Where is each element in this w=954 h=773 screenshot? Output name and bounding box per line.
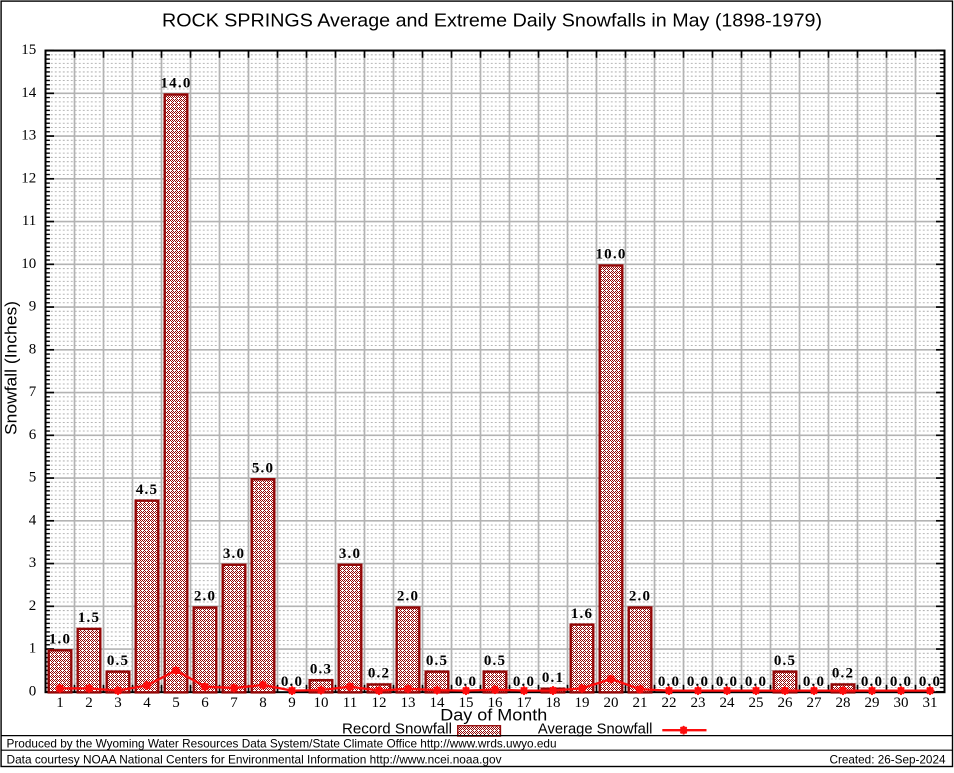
svg-text:5: 5 [29, 470, 37, 486]
svg-text:ROCK SPRINGS Average and Extre: ROCK SPRINGS Average and Extreme Daily S… [162, 11, 822, 31]
svg-text:14.0: 14.0 [160, 76, 191, 92]
svg-text:Data courtesy NOAA National Ce: Data courtesy NOAA National Centers for … [7, 752, 502, 766]
svg-text:27: 27 [807, 695, 823, 711]
svg-text:29: 29 [865, 695, 880, 711]
svg-text:22: 22 [662, 695, 677, 711]
svg-text:10: 10 [314, 695, 329, 711]
svg-text:30: 30 [894, 695, 909, 711]
svg-text:8: 8 [29, 341, 37, 357]
svg-text:4.5: 4.5 [136, 482, 158, 498]
svg-text:21: 21 [633, 695, 648, 711]
svg-text:Created: 26-Sep-2024: Created: 26-Sep-2024 [830, 752, 946, 766]
svg-text:15: 15 [21, 42, 36, 58]
svg-text:26: 26 [778, 695, 794, 711]
svg-text:0.0: 0.0 [716, 674, 738, 690]
svg-text:18: 18 [546, 695, 561, 711]
svg-text:1.5: 1.5 [78, 610, 100, 626]
svg-text:1: 1 [56, 695, 64, 711]
svg-text:2.0: 2.0 [397, 589, 419, 605]
svg-text:28: 28 [836, 695, 851, 711]
svg-text:8: 8 [259, 695, 267, 711]
svg-text:0.0: 0.0 [745, 674, 767, 690]
svg-text:0.0: 0.0 [455, 674, 477, 690]
svg-text:3: 3 [29, 555, 37, 571]
svg-text:Average Snowfall: Average Snowfall [538, 721, 653, 738]
svg-text:1.6: 1.6 [571, 606, 593, 622]
svg-text:19: 19 [575, 695, 590, 711]
svg-text:Snowfall (Inches): Snowfall (Inches) [3, 301, 21, 435]
svg-text:0.3: 0.3 [310, 661, 332, 677]
svg-text:11: 11 [22, 213, 36, 229]
svg-text:0.0: 0.0 [281, 674, 303, 690]
svg-text:24: 24 [720, 695, 736, 711]
svg-text:0.0: 0.0 [687, 674, 709, 690]
svg-text:13: 13 [21, 128, 36, 144]
svg-text:1.0: 1.0 [49, 631, 71, 647]
svg-text:10.0: 10.0 [595, 247, 626, 263]
svg-text:25: 25 [749, 695, 764, 711]
svg-text:0.5: 0.5 [774, 653, 796, 669]
svg-text:20: 20 [604, 695, 619, 711]
svg-text:0.0: 0.0 [658, 674, 680, 690]
svg-text:23: 23 [691, 695, 706, 711]
svg-text:6: 6 [29, 427, 37, 443]
svg-text:17: 17 [517, 695, 533, 711]
svg-text:4: 4 [143, 695, 151, 711]
svg-text:12: 12 [21, 170, 36, 186]
svg-text:0.5: 0.5 [484, 653, 506, 669]
svg-text:0.2: 0.2 [832, 666, 854, 682]
svg-text:15: 15 [459, 695, 474, 711]
svg-text:0.0: 0.0 [803, 674, 825, 690]
svg-text:1: 1 [29, 641, 37, 657]
svg-text:3.0: 3.0 [339, 546, 361, 562]
svg-text:13: 13 [401, 695, 416, 711]
svg-text:12: 12 [372, 695, 387, 711]
svg-text:5.0: 5.0 [252, 460, 274, 476]
svg-text:0.0: 0.0 [513, 674, 535, 690]
svg-text:Day of Month: Day of Month [440, 706, 547, 724]
svg-text:2: 2 [29, 598, 37, 614]
svg-text:0.0: 0.0 [919, 674, 941, 690]
svg-text:Record Snowfall: Record Snowfall [342, 721, 452, 738]
svg-text:7: 7 [230, 695, 238, 711]
svg-text:7: 7 [29, 384, 37, 400]
svg-text:2.0: 2.0 [194, 589, 216, 605]
svg-text:14: 14 [430, 695, 446, 711]
svg-text:0.0: 0.0 [861, 674, 883, 690]
svg-text:9: 9 [29, 299, 37, 315]
svg-text:3.0: 3.0 [223, 546, 245, 562]
svg-text:3: 3 [114, 695, 122, 711]
svg-text:6: 6 [201, 695, 209, 711]
svg-text:16: 16 [488, 695, 504, 711]
svg-text:11: 11 [343, 695, 357, 711]
svg-text:0.1: 0.1 [542, 670, 564, 686]
svg-text:31: 31 [923, 695, 938, 711]
svg-text:0.0: 0.0 [890, 674, 912, 690]
svg-text:14: 14 [21, 85, 37, 101]
svg-text:0.2: 0.2 [368, 666, 390, 682]
svg-text:0.5: 0.5 [426, 653, 448, 669]
svg-text:2.0: 2.0 [629, 589, 651, 605]
svg-text:0.5: 0.5 [107, 653, 129, 669]
svg-text:10: 10 [21, 256, 36, 272]
svg-text:5: 5 [172, 695, 180, 711]
svg-text:0: 0 [29, 683, 37, 699]
svg-text:9: 9 [288, 695, 296, 711]
svg-text:4: 4 [29, 512, 37, 528]
svg-text:Produced by the Wyoming Water: Produced by the Wyoming Water Resources … [7, 736, 557, 750]
svg-text:2: 2 [85, 695, 93, 711]
